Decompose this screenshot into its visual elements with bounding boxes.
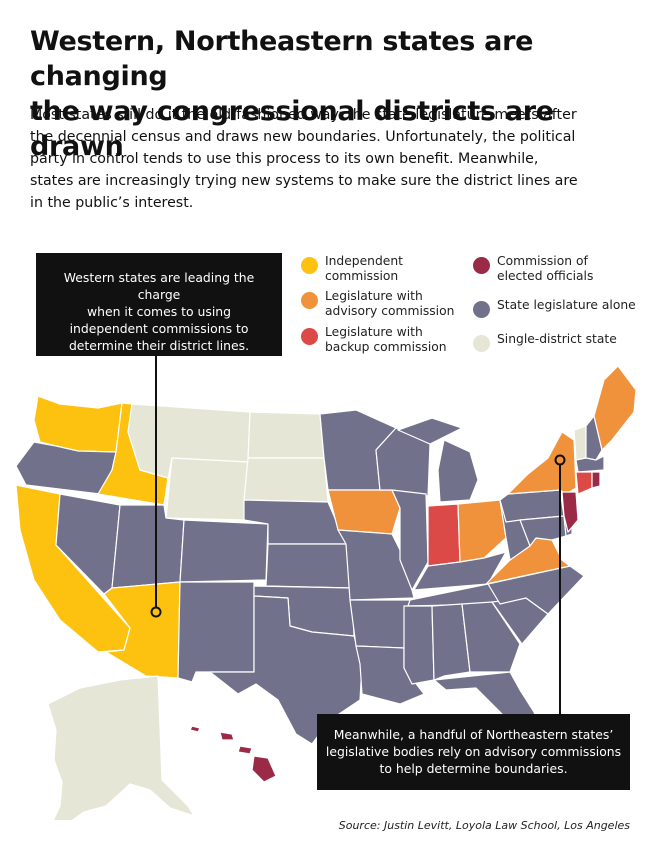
state-rhode-island: [591, 471, 601, 489]
legend-item-single: Single-district state: [473, 332, 617, 352]
legend-label-line: Single-district state: [497, 332, 617, 346]
state-mississippi: [403, 605, 435, 685]
state-ohio: [457, 499, 507, 563]
state-new-york: [507, 431, 577, 495]
legend-swatch: [473, 301, 490, 318]
title-line-2: the way congressional districts are draw…: [30, 96, 554, 162]
state-alabama: [431, 603, 471, 681]
title-line-1: Western, Northeastern states are changin…: [30, 26, 534, 92]
intro-line: states are increasingly trying new syste…: [30, 173, 578, 189]
state-michigan-up: [397, 417, 463, 445]
state-hawaii-maui: [237, 745, 253, 755]
west-callout-line: when it comes to using: [87, 304, 231, 319]
legend-item-elected: Commission of elected officials: [473, 254, 593, 284]
intro-line: the decennial census and draws new bound…: [30, 129, 576, 145]
legend-item-legislature: State legislature alone: [473, 298, 636, 318]
state-arkansas: [349, 599, 411, 649]
legend-label-line: elected officials: [497, 269, 594, 283]
state-alaska: [47, 675, 195, 820]
northeast-callout-line: legislative bodies rely on advisory comm…: [325, 744, 622, 759]
west-callout-line: Western states are leading the charge: [63, 270, 255, 302]
legend-swatch: [301, 257, 318, 274]
intro-text: Most states still do it the old-fashione…: [30, 104, 630, 214]
northeast-callout: Meanwhile, a handful of Northeastern sta…: [317, 714, 630, 790]
northeast-pointer-dot: [554, 454, 566, 466]
legend-swatch: [301, 328, 318, 345]
west-callout-line: independent commissions to: [69, 321, 249, 336]
state-indiana: [427, 503, 461, 567]
state-georgia: [461, 601, 521, 673]
state-hawaii-big-island: [251, 755, 277, 783]
state-colorado: [179, 519, 269, 583]
legend-label-line: Commission of: [497, 254, 588, 268]
northeast-callout-line: to help determine boundaries.: [379, 761, 568, 776]
legend-swatch: [473, 257, 490, 274]
legend-item-backup: Legislature with backup commission: [301, 325, 447, 355]
intro-line: in the public’s interest.: [30, 195, 194, 211]
state-wisconsin: [375, 427, 431, 497]
state-new-hampshire: [585, 415, 603, 461]
state-kansas: [265, 543, 353, 589]
state-michigan: [437, 439, 479, 503]
legend-label-line: backup commission: [325, 340, 447, 354]
legend-swatch: [301, 292, 318, 309]
source-credit: Source: Justin Levitt, Loyola Law School…: [338, 819, 630, 832]
legend-label-line: advisory commission: [325, 304, 455, 318]
callout-pointers: [150, 356, 566, 714]
state-new-mexico: [177, 581, 255, 683]
west-pointer-dot: [150, 606, 162, 618]
state-hawaii-oahu: [219, 731, 235, 741]
state-south-dakota: [243, 457, 329, 503]
state-wyoming: [165, 457, 249, 521]
state-north-dakota: [247, 411, 325, 459]
legend-label-line: Legislature with: [325, 325, 423, 339]
northeast-callout-line: Meanwhile, a handful of Northeastern sta…: [333, 727, 614, 742]
legend-label-line: Independent: [325, 254, 403, 268]
state-vermont: [573, 425, 587, 461]
state-connecticut: [575, 471, 593, 495]
state-missouri: [337, 529, 415, 601]
legend-swatch: [473, 335, 490, 352]
legend-label-line: State legislature alone: [497, 298, 636, 312]
page-title: Western, Northeastern states are changin…: [30, 24, 630, 164]
state-illinois: [391, 489, 429, 591]
legend-label-line: Legislature with: [325, 289, 423, 303]
legend-item-independent: Independent commission: [301, 254, 403, 284]
legend-item-advisory: Legislature with advisory commission: [301, 289, 454, 319]
west-callout-line: determine their district lines.: [68, 338, 250, 353]
legend-label-line: commission: [325, 269, 399, 283]
intro-line: party in control tends to use this proce…: [30, 151, 539, 167]
state-iowa: [327, 489, 401, 535]
state-maine: [593, 365, 637, 451]
state-new-jersey: [561, 491, 579, 533]
state-washington: [33, 395, 123, 453]
state-hawaii-kauai: [189, 725, 201, 733]
intro-line: Most states still do it the old-fashione…: [30, 107, 577, 123]
west-callout: Western states are leading the charge wh…: [36, 253, 282, 356]
